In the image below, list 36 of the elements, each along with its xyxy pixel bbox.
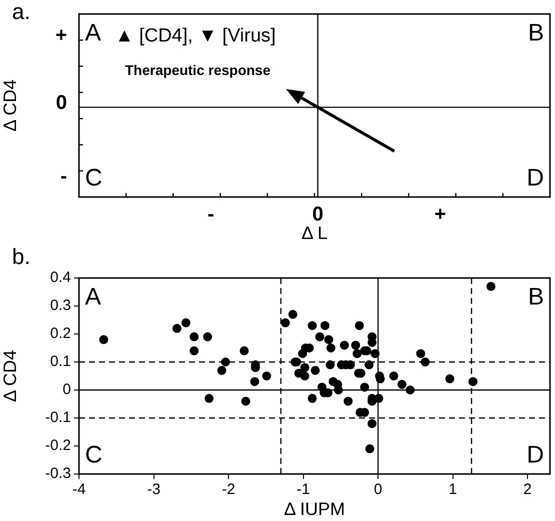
annotation: A — [85, 284, 102, 311]
text: b. — [12, 244, 30, 270]
y-tick-label: 0.4 — [50, 269, 71, 286]
text: D — [526, 164, 544, 192]
x-tick-label: -4 — [72, 481, 86, 498]
text: + — [55, 24, 67, 46]
x-tick-label: 1 — [448, 481, 457, 498]
text: Δ L — [301, 223, 328, 244]
y-tick-label: -0.3 — [45, 465, 71, 482]
text: 0 — [312, 204, 324, 226]
text: A — [85, 20, 102, 47]
y-tick-label: 0.1 — [50, 353, 71, 370]
y-tick-label: -0.2 — [45, 437, 71, 454]
annotation: D — [526, 442, 544, 469]
x-axis-title: Δ IUPM — [284, 499, 346, 520]
x-tick-label: 0 — [374, 481, 382, 498]
text: + — [434, 204, 446, 226]
x-tick-label: 2 — [523, 481, 532, 498]
text: ▲ [CD4], ▼ [Virus] — [115, 26, 276, 47]
annotation: C — [85, 442, 102, 469]
x-tick-label: -1 — [296, 481, 310, 498]
x-tick-label: -2 — [222, 481, 236, 498]
x-tick-label: -3 — [147, 481, 160, 498]
y-tick-label: 0 — [62, 381, 71, 398]
y-axis-title: Δ CD4 — [0, 350, 20, 402]
y-tick-label: 0.2 — [50, 325, 71, 342]
text: - — [60, 165, 67, 188]
y-tick-label: 0.3 — [50, 297, 71, 314]
y-tick-label: -0.1 — [45, 409, 71, 426]
text: a. — [12, 0, 30, 24]
annotation: B — [528, 284, 544, 311]
text: Δ CD4 — [0, 79, 20, 132]
text: - — [208, 204, 214, 226]
text: B — [528, 20, 544, 47]
text: Therapeutic response — [125, 62, 271, 78]
text: C — [85, 164, 102, 192]
